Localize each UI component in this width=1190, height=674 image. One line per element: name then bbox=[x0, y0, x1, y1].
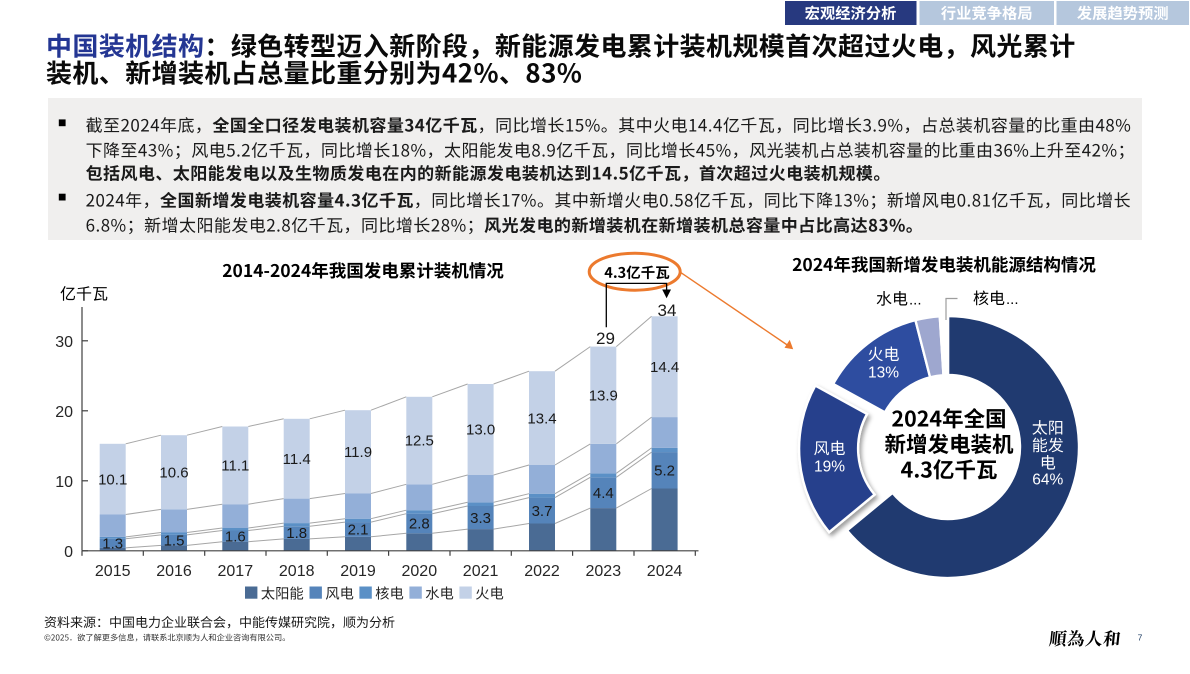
svg-text:2019: 2019 bbox=[340, 563, 376, 580]
svg-text:13.9: 13.9 bbox=[589, 388, 618, 405]
svg-text:29: 29 bbox=[596, 329, 615, 348]
svg-text:13.4: 13.4 bbox=[527, 410, 556, 427]
svg-text:11.9: 11.9 bbox=[344, 444, 372, 461]
svg-text:2022: 2022 bbox=[524, 563, 560, 580]
svg-text:3.7: 3.7 bbox=[532, 503, 553, 520]
svg-text:2016: 2016 bbox=[156, 563, 192, 580]
svg-text:2021: 2021 bbox=[463, 563, 499, 580]
svg-text:2017: 2017 bbox=[218, 563, 254, 580]
svg-text:1.5: 1.5 bbox=[164, 532, 185, 549]
svg-text:2020: 2020 bbox=[402, 563, 438, 580]
svg-text:2024: 2024 bbox=[647, 563, 683, 580]
svg-text:3.3: 3.3 bbox=[470, 510, 491, 527]
svg-text:10.6: 10.6 bbox=[159, 465, 188, 482]
svg-text:0: 0 bbox=[64, 544, 73, 561]
svg-text:5.2: 5.2 bbox=[654, 463, 675, 480]
svg-text:...: ... bbox=[1006, 291, 1019, 308]
svg-text:2018: 2018 bbox=[279, 563, 315, 580]
svg-text:14.4: 14.4 bbox=[650, 359, 679, 376]
svg-text:20: 20 bbox=[55, 404, 73, 421]
svg-text:11.4: 11.4 bbox=[283, 451, 311, 468]
svg-text:13%: 13% bbox=[868, 365, 899, 382]
svg-text:2015: 2015 bbox=[95, 563, 131, 580]
svg-text:...: ... bbox=[909, 292, 922, 309]
svg-text:10: 10 bbox=[55, 474, 73, 491]
svg-text:1.6: 1.6 bbox=[225, 528, 246, 545]
svg-text:1.3: 1.3 bbox=[102, 536, 123, 553]
svg-text:2023: 2023 bbox=[586, 563, 622, 580]
svg-text:19%: 19% bbox=[814, 459, 845, 476]
svg-text:7: 7 bbox=[1138, 633, 1143, 643]
svg-text:2.1: 2.1 bbox=[348, 522, 369, 539]
svg-text:4.4: 4.4 bbox=[593, 485, 614, 502]
svg-text:30: 30 bbox=[55, 334, 73, 351]
svg-text:64%: 64% bbox=[1032, 472, 1063, 489]
svg-text:1.8: 1.8 bbox=[286, 525, 307, 542]
svg-text:11.1: 11.1 bbox=[221, 458, 249, 475]
svg-text:2.8: 2.8 bbox=[409, 516, 430, 533]
svg-text:10.1: 10.1 bbox=[98, 471, 127, 488]
svg-text:12.5: 12.5 bbox=[405, 433, 434, 450]
svg-text:13.0: 13.0 bbox=[466, 422, 495, 439]
svg-text:34: 34 bbox=[658, 301, 677, 320]
